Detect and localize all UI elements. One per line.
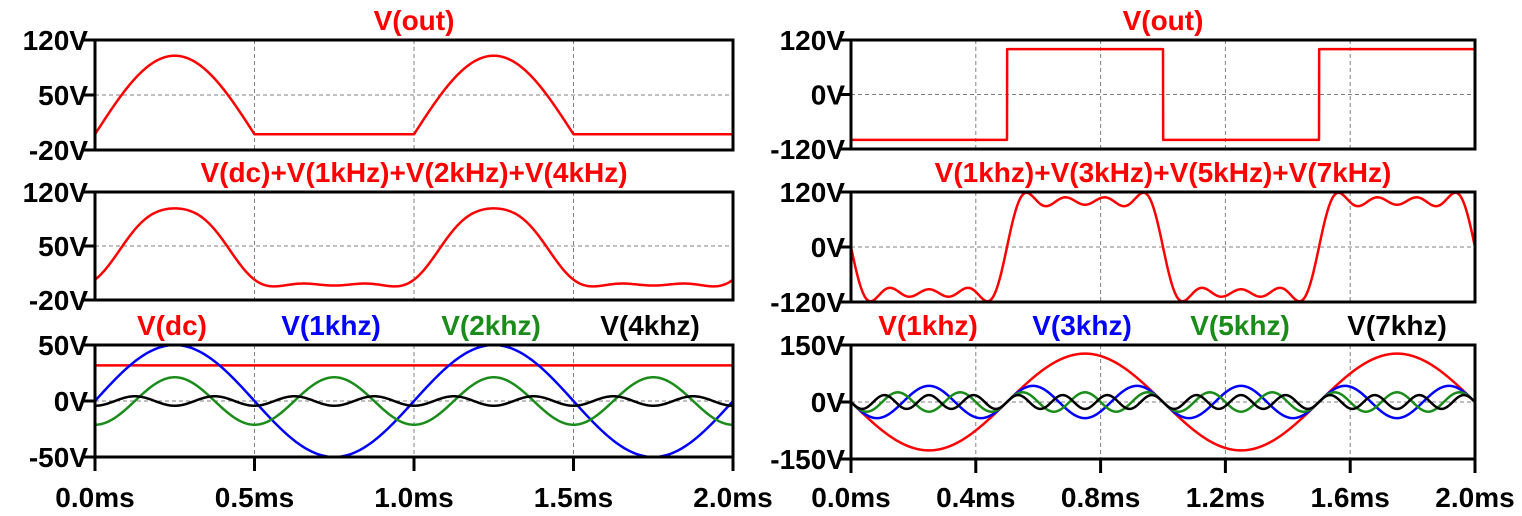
plot-frame xyxy=(849,38,1477,151)
x-tick-label: 2.0ms xyxy=(693,482,772,513)
series-line-v-dc-v-1khz-v-2khz-v-4khz xyxy=(94,207,734,288)
y-tick-label: 50V xyxy=(38,330,88,361)
y-tick-label: 150V xyxy=(780,330,846,361)
plot-frame xyxy=(93,38,735,152)
series-line-v-1khz xyxy=(94,343,734,459)
series-line-v-4khz xyxy=(94,395,734,407)
chart-panel-5: 150V 0V -150V V(1khz) V(3khz) V(5khz) V(7khz) 0… xyxy=(770,310,1514,513)
y-tick-label: 120V xyxy=(780,25,846,56)
series-line-v-out xyxy=(93,54,734,136)
y-tick-label: -50V xyxy=(29,442,88,473)
x-tick-label: 0.0ms xyxy=(55,482,134,513)
legend-entry: V(1khz) xyxy=(878,310,978,341)
legend-entry: V(3khz) xyxy=(1032,310,1132,341)
y-tick-label: 50V xyxy=(38,80,88,111)
y-tick-label: -20V xyxy=(29,285,88,316)
chart-panel-0: 120V 50V -20V V(out) xyxy=(23,5,735,166)
panel-title: V(out) xyxy=(374,5,455,36)
series-line-v-1khz-v-3khz-v-5khz-v-7khz xyxy=(849,191,1477,303)
y-tick-label: -20V xyxy=(29,135,88,166)
series-line-v-2khz xyxy=(94,376,734,426)
legend-entry: V(7khz) xyxy=(1347,310,1447,341)
chart-panel-1: 120V 50V -20V V(dc)+V(1kHz)+V(2kHz)+V(4kHz) xyxy=(23,157,735,316)
x-tick-label: 0.0ms xyxy=(811,482,890,513)
plot-frame xyxy=(93,190,735,302)
x-tick-label: 1.2ms xyxy=(1186,482,1265,513)
x-tick-label: 0.4ms xyxy=(936,482,1015,513)
panel-title: V(1khz)+V(3kHz)+V(5kHz)+V(7kHz) xyxy=(935,157,1392,188)
y-tick-label: 50V xyxy=(38,231,88,262)
legend-entry: V(2khz) xyxy=(441,310,541,341)
panel-title: V(out) xyxy=(1123,5,1204,36)
y-tick-label: -120V xyxy=(770,134,845,165)
y-tick-label: 0V xyxy=(54,386,89,417)
y-tick-label: -150V xyxy=(770,444,845,475)
x-tick-label: 0.5ms xyxy=(215,482,294,513)
chart-panel-4: 120V 0V -120V V(1khz)+V(3kHz)+V(5kHz)+V(7kH… xyxy=(770,157,1477,318)
x-tick-label: 1.0ms xyxy=(374,482,453,513)
x-tick-label: 1.5ms xyxy=(534,482,613,513)
chart-panel-2: 50V 0V -50V V(dc) V(1khz) V(2khz) V(4khz) 0.0ms… xyxy=(29,310,773,513)
y-tick-label: 120V xyxy=(23,25,89,56)
legend-entry: V(dc) xyxy=(137,310,207,341)
plot-frame xyxy=(849,190,1477,304)
y-tick-label: 0V xyxy=(811,387,846,418)
series-line-v-out xyxy=(849,47,1477,142)
plot-frame xyxy=(849,343,1477,461)
x-tick-label: 0.8ms xyxy=(1061,482,1140,513)
legend-entry: V(1khz) xyxy=(281,310,381,341)
panel-title: V(dc)+V(1kHz)+V(2kHz)+V(4kHz) xyxy=(200,157,627,188)
series-line-v-7khz xyxy=(850,393,1476,411)
y-tick-label: 120V xyxy=(23,177,89,208)
x-tick-label: 2.0ms xyxy=(1435,482,1514,513)
y-tick-label: -120V xyxy=(770,287,845,318)
legend-entry: V(5khz) xyxy=(1190,310,1290,341)
y-tick-label: 120V xyxy=(780,177,846,208)
y-tick-label: 0V xyxy=(811,232,846,263)
y-tick-label: 0V xyxy=(811,80,846,111)
chart-panel-3: 120V 0V -120V V(out) xyxy=(770,5,1477,165)
x-tick-label: 1.6ms xyxy=(1310,482,1389,513)
legend-entry: V(4khz) xyxy=(600,310,700,341)
